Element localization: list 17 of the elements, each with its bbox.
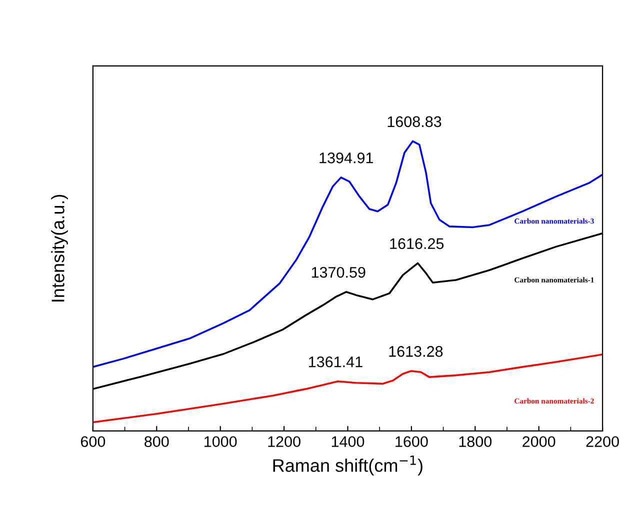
x-axis-title: Raman shift(cm$^{−1}$) <box>273 456 422 476</box>
annotation: 1394.91 <box>320 152 373 164</box>
x-tick-label: 1000 <box>204 436 237 448</box>
annotation: 1361.41 <box>309 356 362 368</box>
x-tick-label: 1600 <box>396 436 428 448</box>
annotation: 1608.83 <box>388 116 442 128</box>
x-tick-label: 800 <box>144 436 169 448</box>
x-tick-label: 2000 <box>522 436 556 448</box>
x-tick-label: 1400 <box>332 436 364 448</box>
annotation: 1370.59 <box>312 266 366 278</box>
annotation: 1613.28 <box>389 346 443 357</box>
x-tick-label: 1800 <box>459 436 492 448</box>
x-tick-label: 2200 <box>586 436 619 448</box>
y-axis-title: Intensity(a.u.) <box>51 194 68 302</box>
annotation: 1616.25 <box>390 238 444 250</box>
x-tick-label: 1200 <box>268 436 300 448</box>
x-tick-label: 600 <box>80 436 106 448</box>
